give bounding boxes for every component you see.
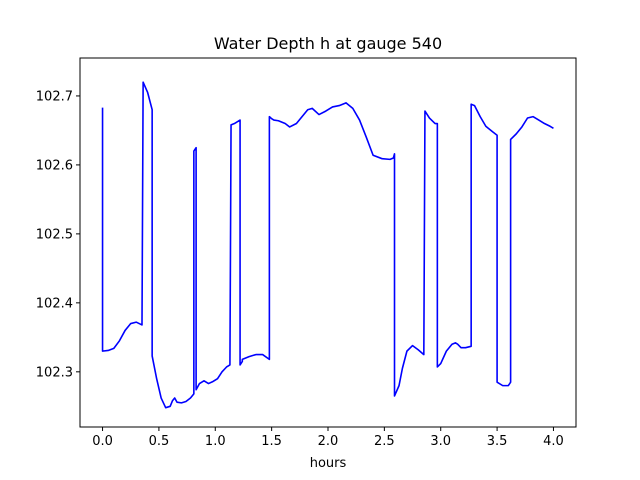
x-tick-label: 4.0 [543, 434, 564, 449]
chart-title: Water Depth h at gauge 540 [214, 34, 442, 53]
x-tick-label: 3.5 [487, 434, 508, 449]
x-tick-label: 0.5 [149, 434, 170, 449]
axes: 0.0 0.5 1.0 1.5 2.0 2.5 3.0 3.5 4.0 102.3 102.4 102… [36, 57, 577, 449]
y-tick-label: 102.3 [36, 365, 73, 380]
plot-area [101, 81, 554, 409]
y-tick-label: 102.4 [36, 296, 73, 311]
x-tick-label: 1.5 [261, 434, 282, 449]
series-line-0 [101, 81, 554, 409]
y-tick-label: 102.5 [36, 227, 73, 242]
x-tick-label: 2.5 [374, 434, 395, 449]
x-tick-label: 2.0 [318, 434, 339, 449]
y-tick-label: 102.6 [36, 158, 73, 173]
x-tick-label: 3.0 [430, 434, 451, 449]
x-tick-label: 0.0 [92, 434, 113, 449]
x-axis-label: hours [310, 456, 347, 471]
y-tick-label: 102.7 [36, 89, 73, 104]
x-tick-label: 1.0 [205, 434, 226, 449]
